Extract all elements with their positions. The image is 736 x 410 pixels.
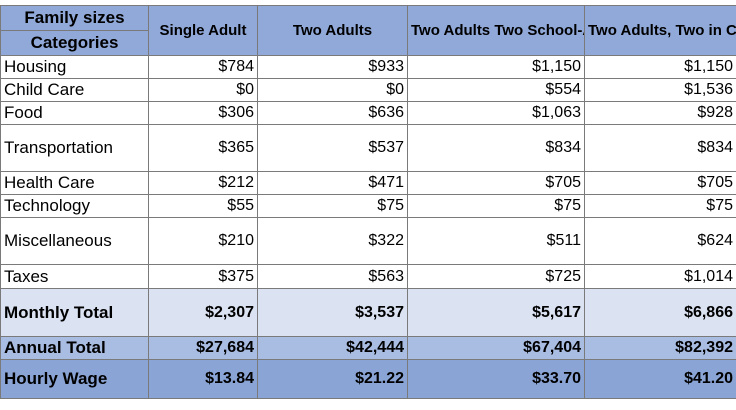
value-cell: $511	[407, 217, 585, 265]
table-row: Food $306 $636 $1,063 $928	[0, 101, 736, 125]
monthly-total-label: Monthly Total	[0, 288, 149, 337]
annual-total-label: Annual Total	[0, 336, 149, 360]
value-cell: $1,536	[584, 78, 736, 102]
column-header-two-adults: Two Adults	[257, 5, 408, 56]
hourly-wage-row: Hourly Wage $13.84 $21.22 $33.70 $41.20	[0, 359, 736, 399]
value-cell: $0	[257, 78, 408, 102]
category-cell: Miscellaneous	[0, 217, 149, 265]
value-cell: $471	[257, 171, 408, 195]
hourly-wage-value: $21.22	[257, 359, 408, 399]
value-cell: $834	[407, 124, 585, 172]
monthly-total-value: $5,617	[407, 288, 585, 337]
value-cell: $210	[148, 217, 258, 265]
value-cell: $75	[407, 194, 585, 218]
annual-total-value: $82,392	[584, 336, 736, 360]
value-cell: $75	[584, 194, 736, 218]
category-cell: Health Care	[0, 171, 149, 195]
value-cell: $705	[407, 171, 585, 195]
monthly-total-row: Monthly Total $2,307 $3,537 $5,617 $6,86…	[0, 288, 736, 337]
category-cell: Transportation	[0, 124, 149, 172]
hourly-wage-value: $33.70	[407, 359, 585, 399]
column-header-single-adult: Single Adult	[148, 5, 258, 56]
value-cell: $75	[257, 194, 408, 218]
value-cell: $212	[148, 171, 258, 195]
category-cell: Housing	[0, 55, 149, 79]
annual-total-value: $27,684	[148, 336, 258, 360]
value-cell: $1,150	[407, 55, 585, 79]
hourly-wage-label: Hourly Wage	[0, 359, 149, 399]
value-cell: $933	[257, 55, 408, 79]
value-cell: $537	[257, 124, 408, 172]
column-header-two-adults-two-school-age: Two Adults Two School-Age Children	[407, 5, 585, 56]
value-cell: $624	[584, 217, 736, 265]
table-row: Taxes $375 $563 $725 $1,014	[0, 264, 736, 289]
family-sizes-label: Family sizes	[0, 5, 149, 31]
header-row: Family sizes Single Adult Two Adults Two…	[0, 5, 736, 56]
value-cell: $1,150	[584, 55, 736, 79]
category-cell: Taxes	[0, 264, 149, 289]
budget-table: Family sizes Single Adult Two Adults Two…	[0, 5, 736, 399]
value-cell: $928	[584, 101, 736, 125]
value-cell: $725	[407, 264, 585, 289]
category-cell: Child Care	[0, 78, 149, 102]
table-row: Transportation $365 $537 $834 $834	[0, 124, 736, 172]
table-row: Housing $784 $933 $1,150 $1,150	[0, 55, 736, 79]
table-row: Miscellaneous $210 $322 $511 $624	[0, 217, 736, 265]
value-cell: $1,063	[407, 101, 585, 125]
value-cell: $322	[257, 217, 408, 265]
value-cell: $636	[257, 101, 408, 125]
value-cell: $834	[584, 124, 736, 172]
value-cell: $784	[148, 55, 258, 79]
value-cell: $563	[257, 264, 408, 289]
value-cell: $1,014	[584, 264, 736, 289]
hourly-wage-value: $13.84	[148, 359, 258, 399]
value-cell: $55	[148, 194, 258, 218]
annual-total-value: $67,404	[407, 336, 585, 360]
monthly-total-value: $6,866	[584, 288, 736, 337]
monthly-total-value: $2,307	[148, 288, 258, 337]
hourly-wage-value: $41.20	[584, 359, 736, 399]
value-cell: $705	[584, 171, 736, 195]
table-row: Health Care $212 $471 $705 $705	[0, 171, 736, 195]
value-cell: $306	[148, 101, 258, 125]
annual-total-row: Annual Total $27,684 $42,444 $67,404 $82…	[0, 336, 736, 360]
value-cell: $365	[148, 124, 258, 172]
categories-label: Categories	[0, 30, 149, 56]
monthly-total-value: $3,537	[257, 288, 408, 337]
value-cell: $0	[148, 78, 258, 102]
annual-total-value: $42,444	[257, 336, 408, 360]
value-cell: $375	[148, 264, 258, 289]
category-cell: Food	[0, 101, 149, 125]
column-header-two-adults-two-child-care: Two Adults, Two in Child Care	[584, 5, 736, 56]
table-row: Child Care $0 $0 $554 $1,536	[0, 78, 736, 102]
value-cell: $554	[407, 78, 585, 102]
category-cell: Technology	[0, 194, 149, 218]
table-row: Technology $55 $75 $75 $75	[0, 194, 736, 218]
